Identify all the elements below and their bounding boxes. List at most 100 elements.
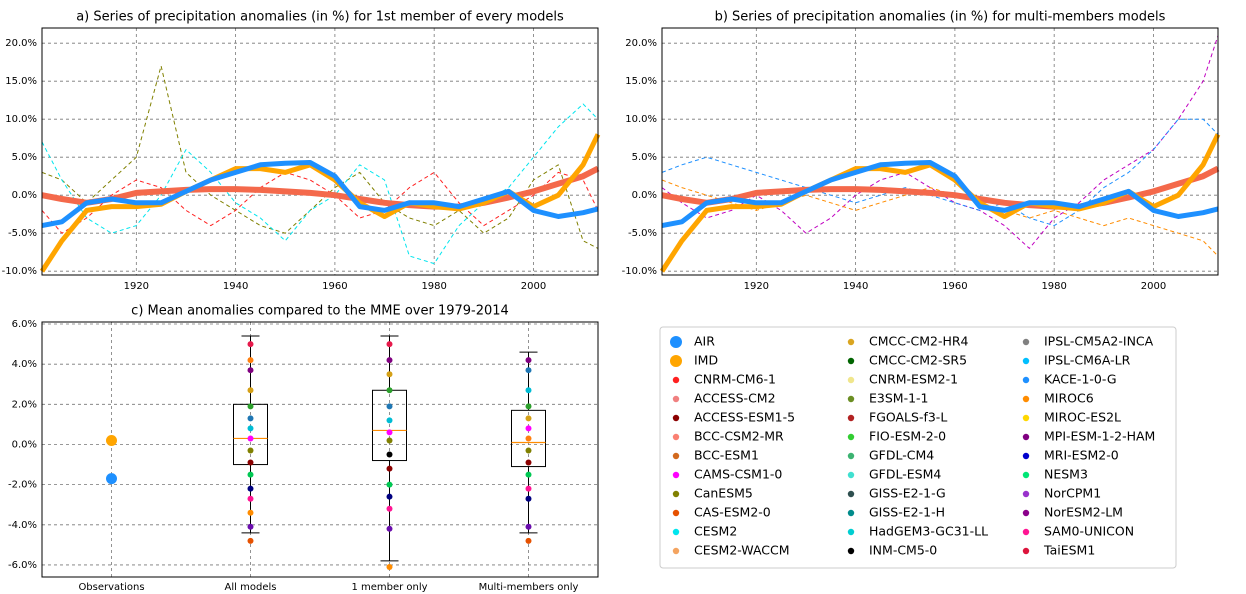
series-line: [661, 35, 1219, 249]
legend-label: CAMS-CSM1-0: [694, 467, 782, 482]
legend-label: BCC-CSM2-MR: [694, 429, 784, 444]
legend-label: TaiESM1: [1043, 543, 1095, 558]
chart-title: a) Series of precipitation anomalies (in…: [76, 10, 564, 25]
legend-label: CESM2-WACCM: [694, 543, 790, 558]
legend-label: MRI-ESM2-0: [1044, 448, 1119, 463]
legend-label: IPSL-CM6A-LR: [1044, 353, 1131, 368]
point: [247, 415, 254, 422]
point: [525, 537, 532, 544]
legend-marker: [1022, 452, 1030, 460]
legend-label: IMD: [694, 353, 718, 368]
y-tick-label: -4.0%: [8, 520, 37, 531]
plot-frame: [41, 321, 599, 578]
legend-marker: [847, 490, 855, 498]
point: [247, 425, 254, 432]
series-line: [661, 118, 1219, 227]
point: [386, 437, 393, 444]
legend-marker: [672, 376, 680, 384]
point: [386, 371, 393, 378]
legend-label: GFDL-ESM4: [869, 467, 941, 482]
x-tick-label: 1920: [124, 281, 149, 292]
legend-box: [659, 326, 1177, 569]
legend-label: KACE-1-0-G: [1044, 372, 1117, 387]
point: [247, 523, 254, 530]
point: [386, 451, 393, 458]
x-tick-label: 1960: [322, 281, 347, 292]
legend-marker: [672, 490, 680, 498]
legend-label: NESM3: [1044, 467, 1088, 482]
box: [511, 409, 546, 468]
legend-marker: [847, 433, 855, 441]
legend-marker: [1022, 395, 1030, 403]
point: [525, 435, 532, 442]
x-tick-label: 2000: [1141, 281, 1166, 292]
legend-marker: [1022, 547, 1030, 555]
chart-title: c) Mean anomalies compared to the MME ov…: [131, 304, 509, 319]
legend-marker: [670, 355, 682, 367]
point: [106, 434, 117, 446]
legend-marker: [1022, 414, 1030, 422]
legend-marker: [672, 452, 680, 460]
x-tick-label: 2000: [521, 281, 546, 292]
point: [247, 387, 254, 394]
legend-marker: [847, 414, 855, 422]
x-tick-label: 1980: [421, 281, 446, 292]
legend-label: INM-CM5-0: [869, 543, 937, 558]
legend-marker: [1022, 357, 1030, 365]
point: [386, 563, 393, 570]
x-tick-label: 1980: [1041, 281, 1066, 292]
legend-marker: [1022, 338, 1030, 346]
legend-marker: [672, 414, 680, 422]
y-tick-label: 0.0%: [632, 190, 657, 201]
y-tick-label: -10.0%: [622, 266, 657, 277]
point: [386, 403, 393, 410]
x-tick-label: 1940: [843, 281, 868, 292]
point: [247, 495, 254, 502]
legend-label: SAM0-UNICON: [1044, 524, 1134, 539]
point: [247, 471, 254, 478]
y-tick-label: 4.0%: [12, 359, 37, 370]
point: [525, 485, 532, 492]
legend-label: GFDL-CM4: [869, 448, 934, 463]
legend-label: IPSL-CM5A2-INCA: [1044, 334, 1154, 349]
y-tick-label: -2.0%: [8, 480, 37, 491]
legend-label: CNRM-CM6-1: [694, 372, 776, 387]
point: [525, 447, 532, 454]
legend-marker: [847, 338, 855, 346]
y-tick-label: 10.0%: [5, 114, 37, 125]
point: [386, 493, 393, 500]
y-tick-label: 10.0%: [625, 114, 657, 125]
series-line: [41, 160, 599, 229]
x-tick-label: 1 member only: [351, 582, 427, 593]
point: [247, 367, 254, 374]
legend-label: BCC-ESM1: [694, 448, 759, 463]
y-tick-label: 0.0%: [12, 190, 37, 201]
y-tick-label: 5.0%: [632, 152, 657, 163]
plot-frame: [661, 27, 1219, 276]
point: [106, 473, 117, 485]
y-tick-label: -5.0%: [8, 228, 37, 239]
point: [247, 509, 254, 516]
legend-marker: [672, 547, 680, 555]
y-tick-label: 6.0%: [12, 319, 37, 330]
legend-marker: [847, 395, 855, 403]
point: [525, 425, 532, 432]
y-tick-label: 5.0%: [12, 152, 37, 163]
series-line: [41, 103, 599, 265]
x-tick-label: 1960: [942, 281, 967, 292]
legend-label: FGOALS-f3-L: [869, 410, 947, 425]
point: [525, 471, 532, 478]
point: [386, 357, 393, 364]
legend-marker: [1022, 490, 1030, 498]
legend-label: GISS-E2-1-H: [869, 505, 945, 520]
legend-label: CNRM-ESM2-1: [869, 372, 958, 387]
x-tick-label: Multi-members only: [479, 582, 579, 593]
legend-marker: [847, 509, 855, 517]
point: [247, 341, 254, 348]
legend-label: CanESM5: [694, 486, 753, 501]
point: [525, 357, 532, 364]
y-tick-label: 15.0%: [625, 76, 657, 87]
legend-marker: [672, 395, 680, 403]
legend-marker: [1022, 471, 1030, 479]
series-line: [41, 171, 599, 234]
